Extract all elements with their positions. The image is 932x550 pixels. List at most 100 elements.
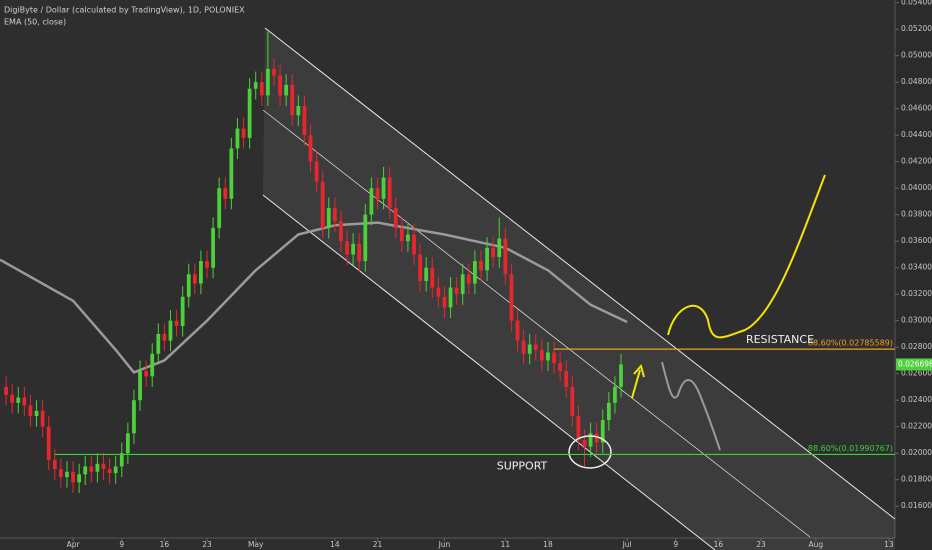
candle-body: [527, 344, 532, 354]
candle-body: [46, 426, 51, 460]
candle-body: [174, 320, 179, 326]
candle-body: [40, 410, 45, 427]
channel-fill: [263, 28, 895, 550]
y-tick-label: 0.02000000: [901, 448, 932, 457]
x-tick-label: 13: [884, 540, 894, 549]
candle-body: [89, 466, 94, 472]
x-tick-label: 9: [673, 540, 678, 549]
candle-body: [71, 471, 75, 483]
candle-body: [533, 344, 538, 350]
x-tick-label: 9: [119, 540, 124, 549]
candle-body: [95, 463, 100, 472]
candle-body: [217, 188, 222, 228]
candle-body: [345, 241, 349, 255]
candle-body: [259, 82, 264, 96]
x-tick-label: 21: [373, 540, 383, 549]
candle-body: [144, 371, 149, 377]
channel-middle: [262, 109, 811, 538]
x-tick-label: 14: [330, 540, 340, 549]
y-tick-label: 0.02600000: [901, 369, 932, 378]
y-tick-label: 0.05200000: [901, 24, 932, 33]
candle-body: [205, 261, 209, 268]
candle-body: [406, 234, 410, 242]
candle-body: [387, 177, 392, 209]
level-label: 88.60%(0.01990767): [808, 444, 893, 453]
candle-body: [83, 466, 88, 475]
last-price-box: [896, 358, 932, 371]
candle-body: [247, 88, 252, 138]
candle-body: [125, 433, 130, 454]
y-tick-label: 0.04000000: [901, 183, 932, 192]
candle-body: [412, 234, 416, 255]
candle-body: [326, 208, 331, 228]
channel-lower: [262, 194, 716, 550]
x-tick-label: 16: [160, 540, 170, 549]
up-arrow: [631, 369, 641, 399]
candle-body: [509, 274, 514, 321]
candle-body: [582, 439, 587, 447]
level-name: SUPPORT: [497, 459, 548, 472]
plot-area: [0, 31, 628, 493]
level-label: 88.60%(0.02785589): [808, 339, 893, 348]
bearish-scenario: [661, 361, 721, 451]
candle-body: [436, 287, 441, 297]
candle-body: [430, 267, 435, 288]
candle-body: [16, 397, 21, 403]
y-tick-label: 0.04200000: [901, 157, 932, 166]
candle-body: [473, 261, 477, 284]
x-tick-label: Aug: [809, 540, 824, 549]
y-tick-label: 0.04600000: [901, 104, 932, 113]
candle-body: [314, 161, 319, 182]
candle-body: [77, 474, 82, 483]
y-tick-label: 0.02400000: [901, 395, 932, 404]
y-tick-label: 0.04800000: [901, 77, 932, 86]
candle-body: [460, 274, 465, 295]
ema-line: [0, 221, 628, 374]
candle-body: [558, 363, 563, 372]
candle-body: [363, 214, 368, 262]
level-name: RESISTANCE: [746, 333, 814, 346]
candle-body: [199, 261, 203, 284]
candle-body: [576, 416, 581, 440]
y-tick-label: 0.03600000: [901, 236, 932, 245]
candle-body: [253, 82, 258, 89]
y-tick-label: 0.02800000: [901, 342, 932, 351]
candle-body: [235, 128, 240, 149]
y-tick-label: 0.02200000: [901, 422, 932, 431]
candle-body: [101, 463, 106, 470]
candle-body: [156, 333, 161, 354]
x-tick-label: 16: [714, 540, 724, 549]
y-tick-label: 0.03200000: [901, 289, 932, 298]
candle-body: [485, 247, 489, 271]
candle-body: [272, 68, 276, 76]
candle-body: [223, 188, 228, 199]
candle-body: [375, 188, 380, 199]
candle-body: [107, 469, 112, 474]
x-tick-label: 11: [501, 540, 511, 549]
candle-body: [22, 397, 27, 406]
candle-body: [284, 84, 289, 96]
channel-upper: [264, 27, 896, 520]
up-arrow-head: [633, 363, 645, 378]
y-tick-label: 0.01600000: [901, 501, 932, 510]
candle-body: [180, 296, 185, 326]
candle-body: [399, 227, 404, 242]
candle-body: [357, 243, 362, 262]
y-tick-label: 0.03400000: [901, 263, 932, 272]
candle-body: [132, 400, 136, 434]
x-tick-label: Jul: [622, 540, 632, 549]
candle-body: [600, 420, 605, 443]
candle-body: [119, 453, 124, 467]
candle-body: [466, 274, 471, 284]
candle-body: [211, 227, 215, 268]
candle-body: [290, 84, 295, 116]
candle-body: [138, 371, 142, 401]
candle-body: [52, 459, 57, 470]
candle-body: [320, 181, 325, 228]
y-tick-label: 0.03800000: [901, 210, 932, 219]
candle-body: [503, 238, 508, 275]
candle-body: [351, 243, 356, 255]
x-tick-label: 23: [756, 540, 766, 549]
